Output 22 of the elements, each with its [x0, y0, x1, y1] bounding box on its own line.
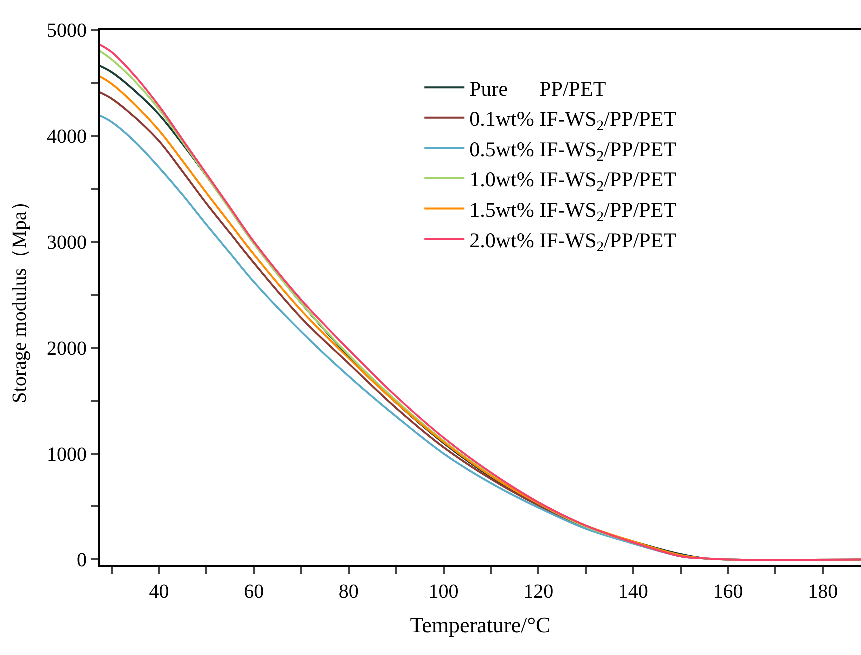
x-tick-label: 100	[428, 581, 459, 603]
y-axis-title: Storage modulus（Mpa）	[9, 192, 31, 404]
legend-label: 2.0wt% IF-WS$_{2}$/PP/PET	[470, 228, 677, 256]
x-tick-label: 180	[808, 581, 838, 603]
x-tick-label: 120	[524, 581, 554, 603]
legend-label: 1.5wt% IF-WS$_{2}$/PP/PET	[470, 198, 677, 226]
x-tick-label: 60	[244, 581, 264, 603]
y-tick-label: 1000	[47, 444, 87, 466]
y-tick-label: 2000	[47, 338, 87, 360]
x-tick-label: 80	[338, 581, 359, 603]
y-tick-label: 5000	[47, 20, 87, 42]
legend-label: 0.1wt% IF-WS$_{2}$/PP/PET	[470, 107, 677, 134]
x-tick-label: 40	[149, 581, 170, 603]
y-tick-label: 4000	[47, 126, 87, 148]
y-tick-label: 3000	[47, 232, 87, 254]
x-axis-title: Temperature/°C	[410, 612, 551, 638]
y-tick-label: 0	[77, 550, 87, 572]
legend-label: 0.5wt% IF-WS$_{2}$/PP/PET	[470, 137, 677, 165]
x-tick-label: 140	[618, 581, 648, 603]
x-tick-label: 160	[713, 581, 744, 603]
legend-label: 1.0wt% IF-WS$_{2}$/PP/PET	[470, 168, 677, 196]
legend-label: Pure PP/PET	[470, 76, 606, 101]
